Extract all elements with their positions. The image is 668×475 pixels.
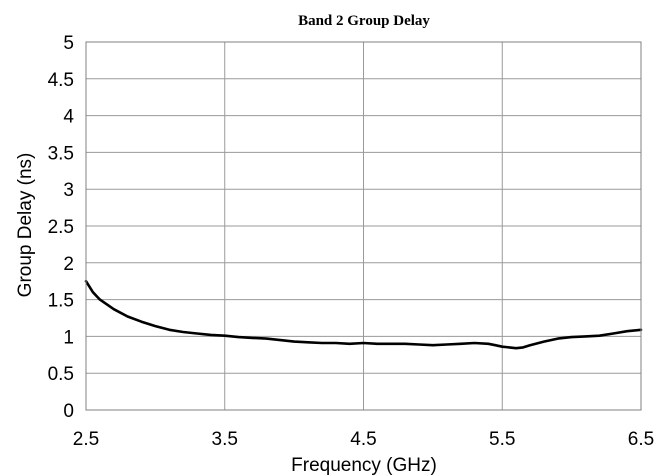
x-tick-label: 6.5 xyxy=(628,429,654,450)
x-tick-label: 5.5 xyxy=(489,429,515,450)
y-tick-label: 1.5 xyxy=(48,291,74,312)
x-axis-label: Frequency (GHz) xyxy=(291,455,437,475)
x-tick-label: 3.5 xyxy=(212,429,238,450)
y-tick-label: 3.5 xyxy=(48,143,74,164)
y-tick-label: 0.5 xyxy=(48,364,74,385)
x-tick-labels: 2.5 3.5 4.5 5.5 6.5 xyxy=(73,429,654,450)
y-tick-label: 2 xyxy=(63,254,74,275)
y-tick-label: 5 xyxy=(63,33,74,54)
plot-border xyxy=(85,41,642,411)
y-tick-label: 1 xyxy=(63,327,74,348)
y-axis-label: Group Delay (ns) xyxy=(15,153,36,298)
x-tick-label: 4.5 xyxy=(350,429,376,450)
y-tick-label: 4 xyxy=(63,107,74,128)
plot-area xyxy=(84,41,643,411)
chart-title: Band 2 Group Delay xyxy=(298,13,430,29)
y-tick-label: 2.5 xyxy=(48,217,74,238)
x-tick-label: 2.5 xyxy=(73,429,99,450)
y-tick-label: 0 xyxy=(63,401,74,422)
y-tick-label: 4.5 xyxy=(48,70,74,91)
horizontal-gridlines xyxy=(86,78,641,374)
y-tick-labels: 0 0.5 1 1.5 2 2.5 3 3.5 4 4.5 5 xyxy=(48,33,75,422)
series-line xyxy=(84,279,643,350)
y-tick-label: 3 xyxy=(63,180,74,201)
